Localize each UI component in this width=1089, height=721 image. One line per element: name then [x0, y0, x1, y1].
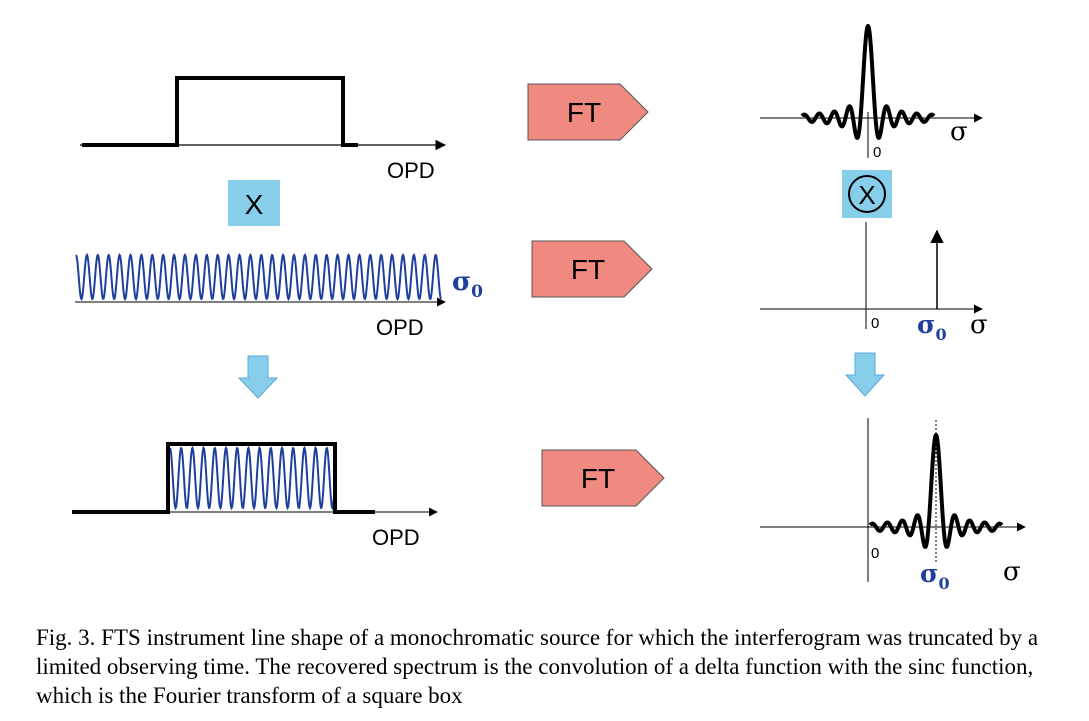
sigma-label-1: σ — [950, 117, 968, 147]
ft-label-1: FT — [567, 97, 601, 128]
convolution-operator: X — [842, 170, 892, 218]
cosine-wave — [75, 252, 442, 301]
convolution-symbol: X — [858, 180, 875, 210]
down-arrow-right — [844, 352, 886, 397]
opd-label-3: OPD — [372, 525, 420, 550]
boxcar-plot: OPD — [80, 76, 447, 183]
fts-diagram: OPD X σ0 OPD OPD FT FT FT — [72, 24, 1026, 593]
truncated-cosine-plot: OPD — [72, 442, 438, 550]
convolution-circle — [848, 175, 886, 213]
sigma0-label-right: σ0 — [917, 310, 947, 344]
zero-label-1: 0 — [873, 144, 881, 161]
opd-label-1: OPD — [387, 158, 435, 183]
boxcar-function — [82, 76, 358, 147]
multiply-operator: X — [228, 180, 280, 226]
sinc-function — [800, 24, 936, 140]
sigma-label-2: σ — [970, 310, 988, 340]
shifted-sinc-function — [868, 433, 1004, 549]
zero-label-3: 0 — [871, 545, 879, 562]
shifted-sinc-plot: 0 σ0 σ — [760, 418, 1026, 593]
ft-label-3: FT — [581, 463, 615, 494]
ft-label-2: FT — [571, 254, 605, 285]
down-arrow-left — [237, 355, 279, 399]
opd-label-2: OPD — [376, 315, 424, 340]
truncated-cosine-wave — [169, 445, 335, 511]
truncation-box — [72, 442, 375, 514]
delta-plot: 0 σ0 σ — [760, 222, 988, 344]
cosine-plot: σ0 OPD — [75, 252, 483, 340]
sigma-label-3: σ — [1003, 557, 1021, 587]
ft-arrow-1: FT — [527, 83, 649, 141]
ft-arrow-2: FT — [531, 240, 653, 298]
sinc-plot: 0 σ — [760, 24, 983, 161]
figure-caption: Fig. 3. FTS instrument line shape of a m… — [36, 625, 1039, 708]
sigma0-label-left: σ0 — [452, 267, 483, 302]
zero-label-2: 0 — [871, 315, 879, 332]
multiply-symbol: X — [245, 189, 264, 220]
ft-arrow-3: FT — [541, 449, 665, 507]
sigma0-label-bottom: σ0 — [920, 559, 950, 593]
